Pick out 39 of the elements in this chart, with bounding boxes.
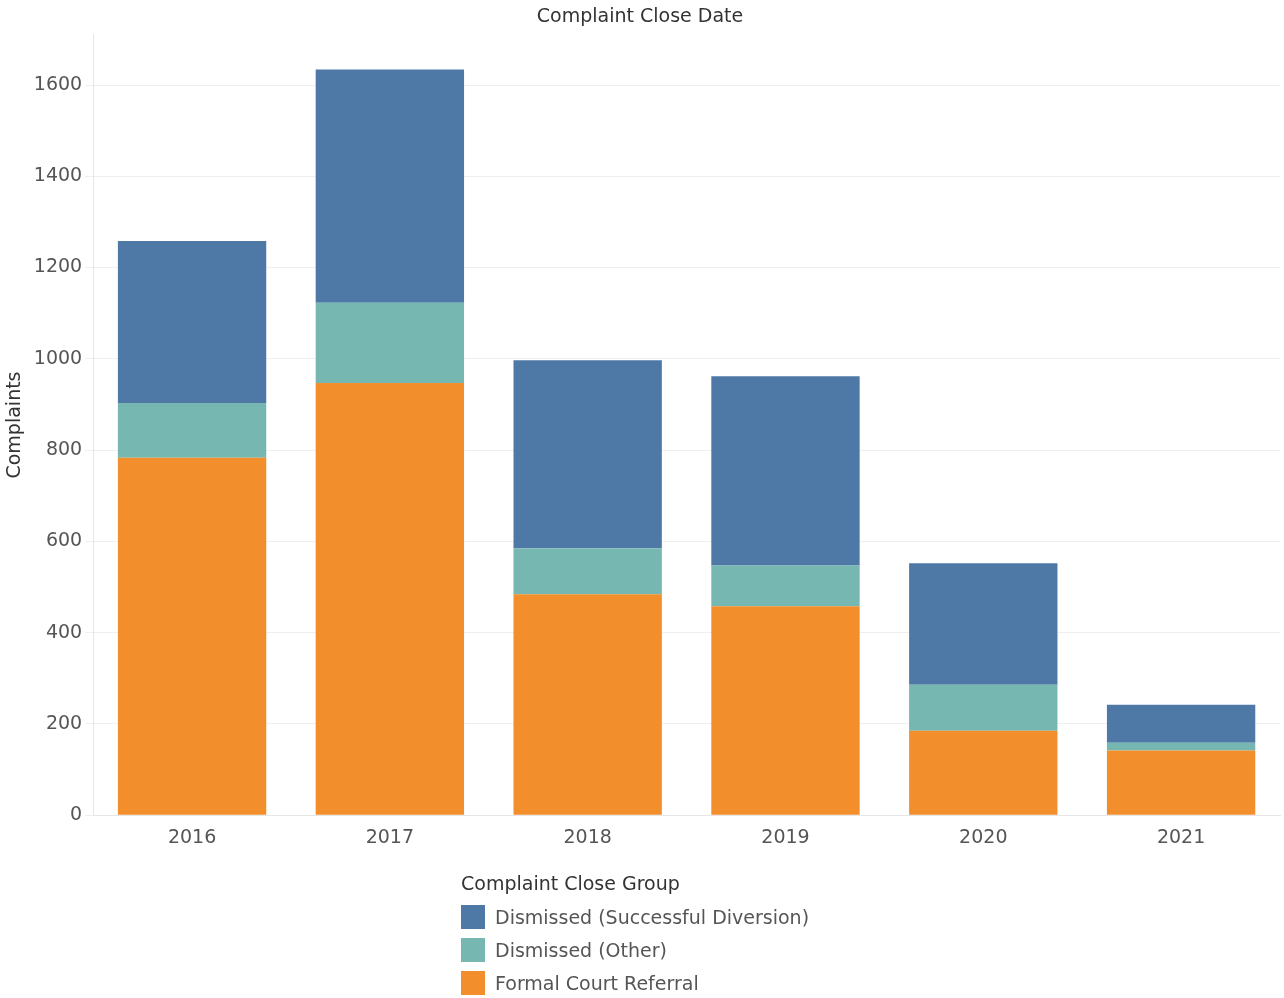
y-tick-label: 600	[45, 528, 83, 551]
x-tick-label: 2017	[365, 824, 415, 847]
legend-title: Complaint Close Group	[461, 872, 681, 894]
legend-label: Formal Court Referral	[495, 971, 699, 994]
bar	[909, 730, 1058, 815]
bar	[909, 563, 1058, 685]
bar	[513, 360, 662, 549]
bar	[513, 594, 662, 815]
x-tick-label: 2018	[563, 824, 612, 847]
bar	[711, 606, 860, 815]
y-tick-label: 0	[70, 802, 83, 825]
y-axis-title: Complaints	[2, 371, 25, 479]
chart-title: Complaint Close Date	[536, 4, 744, 27]
y-tick-label: 1200	[33, 254, 83, 277]
bar	[315, 69, 465, 303]
y-tick-label: 400	[45, 619, 83, 642]
x-tick-label: 2016	[167, 824, 217, 847]
bar	[315, 302, 465, 384]
bar	[711, 376, 860, 566]
bar	[117, 241, 267, 404]
y-tick-label: 200	[45, 710, 83, 733]
x-tick-label: 2019	[761, 824, 810, 847]
bar	[117, 403, 267, 458]
y-tick-label: 800	[45, 437, 83, 460]
bar	[909, 684, 1058, 731]
y-tick-label: 1400	[33, 163, 83, 186]
legend-label: Dismissed (Other)	[495, 938, 667, 961]
bar	[513, 548, 662, 595]
y-tick-label: 1600	[33, 71, 83, 94]
bar	[117, 457, 267, 815]
y-tick-label: 1000	[33, 345, 83, 368]
legend-label: Dismissed (Successful Diversion)	[495, 905, 810, 928]
bar	[1106, 704, 1256, 743]
x-tick-label: 2020	[959, 824, 1008, 847]
bar	[315, 383, 465, 815]
bar	[711, 565, 860, 607]
x-tick-label: 2021	[1156, 824, 1206, 847]
bar	[1106, 742, 1256, 751]
bar	[1106, 750, 1256, 815]
